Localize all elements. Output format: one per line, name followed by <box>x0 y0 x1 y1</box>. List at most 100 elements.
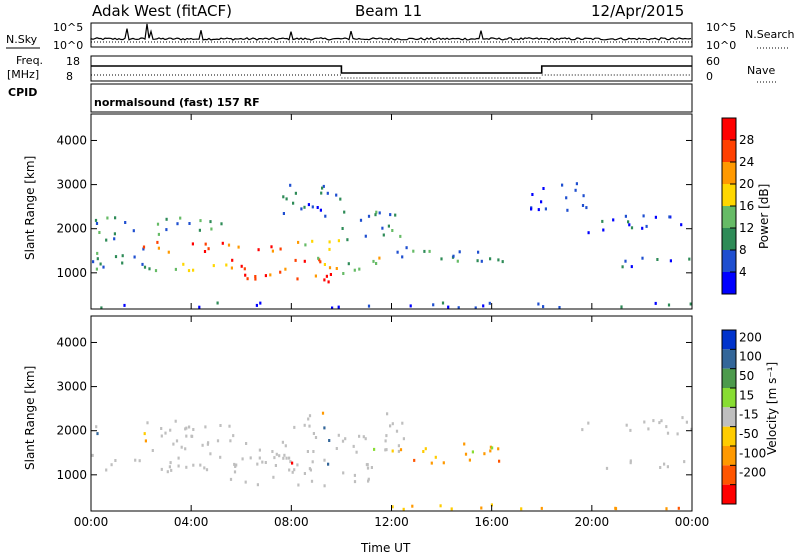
colorbar-segment <box>722 118 736 140</box>
heatmap-cell <box>440 257 443 261</box>
freq-panel: Freq. [MHz] 18 8 60 0 Nave <box>7 54 778 83</box>
heatmap-cell <box>480 259 483 263</box>
heatmap-cell <box>629 428 632 432</box>
heatmap-cell <box>294 191 297 195</box>
heatmap-cell <box>343 210 346 214</box>
heatmap-cell <box>114 255 118 259</box>
heatmap-cell <box>531 193 534 196</box>
heatmap-cell <box>278 454 281 458</box>
colorbar-segment <box>722 250 736 272</box>
heatmap-cell <box>201 443 204 447</box>
heatmap-cell <box>203 250 207 253</box>
heatmap-cell <box>291 470 294 474</box>
heatmap-cell <box>212 264 215 268</box>
heatmap-cell <box>490 503 493 507</box>
velocity-x-ticks: 00:00 04:00 08:00 12:00 16:00 20:00 00:00 <box>74 316 710 529</box>
heatmap-cell <box>184 427 187 431</box>
colorbar-segment <box>722 407 736 427</box>
heatmap-cell <box>683 460 686 464</box>
heatmap-cell <box>375 262 378 265</box>
heatmap-cell <box>669 259 672 263</box>
heatmap-cell <box>342 471 345 475</box>
heatmap-cell <box>228 424 231 428</box>
heatmap-cell <box>587 231 590 235</box>
heatmap-cell <box>399 448 403 452</box>
heatmap-cell <box>337 305 340 309</box>
heatmap-cell <box>157 246 160 250</box>
nsearch-right-tick-bottom: 10^0 <box>706 39 736 52</box>
heatmap-cell <box>463 442 466 446</box>
heatmap-cell <box>544 207 547 211</box>
heatmap-cell <box>185 434 188 438</box>
heatmap-cell <box>378 211 381 215</box>
freq-left-tick-bottom: 8 <box>66 70 73 83</box>
heatmap-cell <box>322 184 325 188</box>
cpid-frame <box>90 83 693 113</box>
x-tick-label: 00:00 <box>675 515 710 529</box>
heatmap-cell <box>489 445 492 449</box>
nave-trace <box>91 74 692 79</box>
heatmap-cell <box>166 470 169 474</box>
heatmap-cell <box>663 462 666 466</box>
heatmap-cell <box>497 258 500 262</box>
colorbar-tick-label: 28 <box>739 133 754 147</box>
heatmap-cell <box>471 450 474 454</box>
heatmap-cell <box>160 427 163 430</box>
heatmap-cell <box>402 437 405 441</box>
heatmap-cell <box>321 411 325 415</box>
heatmap-cell <box>542 187 545 190</box>
heatmap-cell <box>192 463 195 467</box>
heatmap-cell <box>100 306 103 310</box>
colorbar-segment <box>722 228 736 250</box>
heatmap-cell <box>411 504 414 508</box>
nsky-frame <box>90 22 693 48</box>
heatmap-cell <box>283 453 286 457</box>
heatmap-cell <box>310 479 314 483</box>
heatmap-cell <box>237 245 240 249</box>
heatmap-cell <box>676 432 679 436</box>
heatmap-cell <box>389 213 392 217</box>
heatmap-cell <box>397 444 400 448</box>
heatmap-cell <box>537 208 540 212</box>
velocity-frame <box>90 315 693 512</box>
heatmap-cell <box>220 222 223 226</box>
heatmap-cell <box>409 304 412 308</box>
heatmap-cell <box>288 468 291 472</box>
heatmap-cell <box>328 266 332 270</box>
heatmap-cell <box>293 468 296 472</box>
heatmap-cell <box>630 226 634 230</box>
nsky-left-tick-bottom: 10^0 <box>53 39 83 52</box>
heatmap-cell <box>667 303 671 307</box>
heatmap-cell <box>95 267 98 271</box>
heatmap-cell <box>587 421 590 425</box>
colorbar-segment <box>722 330 736 350</box>
heatmap-cell <box>323 458 326 462</box>
colorbar-segment <box>722 206 736 228</box>
heatmap-cell <box>172 442 175 446</box>
heatmap-cell <box>628 223 631 227</box>
colorbar-tick-label: -100 <box>739 446 766 460</box>
heatmap-cell <box>387 224 390 228</box>
colorbar-tick-label: -15 <box>739 408 759 422</box>
heatmap-cell <box>659 466 662 469</box>
heatmap-cell <box>666 431 670 435</box>
heatmap-cell <box>96 432 99 436</box>
heatmap-cell <box>306 450 309 453</box>
heatmap-cell <box>143 432 146 436</box>
heatmap-cell <box>325 274 328 278</box>
heatmap-cell <box>259 301 262 305</box>
heatmap-cell <box>205 468 209 472</box>
heatmap-cell <box>386 412 389 416</box>
velocity-heatmap-cells <box>91 411 693 511</box>
heatmap-cell <box>95 425 98 429</box>
heatmap-cell <box>288 456 291 460</box>
freq-label-line1: Freq. <box>16 54 43 67</box>
velocity-colorbar: 200 100 50 15 -15 -50 -100 -200 Velocity [m s⁻¹… <box>721 329 779 505</box>
cpid-label: CPID <box>8 86 37 99</box>
heatmap-cell <box>665 425 668 429</box>
heatmap-cell <box>296 277 299 281</box>
heatmap-cell <box>105 238 108 242</box>
heatmap-cell <box>677 506 680 510</box>
colorbar-segment <box>722 426 736 446</box>
heatmap-cell <box>303 472 306 475</box>
